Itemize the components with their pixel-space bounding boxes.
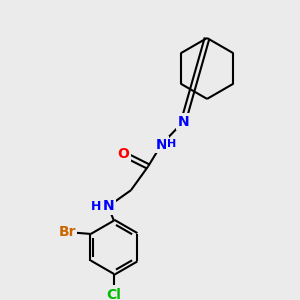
Text: H: H [91,200,101,213]
Text: N: N [178,115,189,129]
Text: Br: Br [58,225,76,239]
Text: Cl: Cl [106,288,121,300]
Text: N: N [156,138,167,152]
Text: H: H [167,139,176,148]
Text: N: N [102,200,114,213]
Text: O: O [117,147,129,161]
